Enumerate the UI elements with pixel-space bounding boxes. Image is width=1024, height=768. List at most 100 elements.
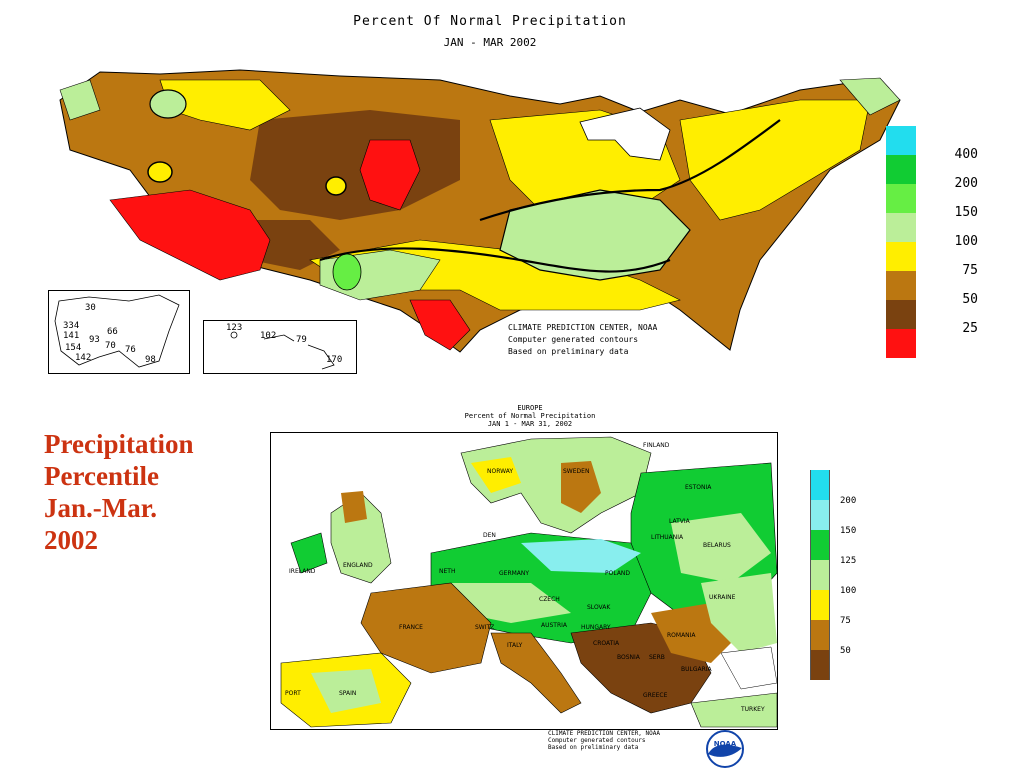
us-legend-swatch [886,242,916,271]
country-label: SERB [649,654,665,661]
eu-legend-swatch [810,470,830,500]
alaska-value: 334 [63,321,80,331]
alaska-value: 141 [63,331,80,341]
country-label: ENGLAND [343,562,373,569]
credit-line: Computer generated contours [548,737,646,744]
country-label: AUSTRIA [541,622,568,629]
us-normal-contour-2 [319,247,671,273]
country-label: HUNGARY [581,624,611,631]
headline-line: Jan.-Mar. [44,493,157,523]
europe-title-line: Percent of Normal Precipitation [464,412,596,420]
us-legend-label: 25 [962,321,978,336]
country-label: CROATIA [593,640,620,647]
us-legend-label: 400 [954,147,978,162]
us-region-red-southwest [109,189,271,281]
country-label: SLOVAK [587,604,611,611]
country-label: IRELAND [289,568,316,575]
eu-region-ireland [290,532,328,574]
alaska-value: 142 [75,353,92,363]
alaska-value: 30 [85,303,96,313]
country-label: BELARUS [703,542,731,549]
country-label: SWITZ [475,624,494,631]
us-map-title: Percent Of Normal Precipitation [353,14,627,29]
us-legend-label: 150 [954,205,978,220]
us-legend-swatch [886,300,916,329]
europe-title-line: JAN 1 - MAR 31, 2002 [487,420,573,428]
credit-line: Computer generated contours [508,335,639,344]
country-label: ESTONIA [685,484,712,491]
us-region-lightgreen-northeast [839,77,901,116]
us-map-credit: CLIMATE PREDICTION CENTER, NOAA Computer… [508,322,657,358]
country-label: SWEDEN [563,468,589,475]
us-region-red-central [359,139,421,211]
eu-region-scotland-brown [341,491,367,523]
alaska-value: 98 [145,355,156,365]
eu-legend-swatch [810,650,830,680]
hawaii-value: 79 [296,335,307,345]
country-label: FRANCE [399,624,423,631]
europe-map-credit: CLIMATE PREDICTION CENTER, NOAA Computer… [548,730,660,751]
eu-legend-label: 125 [840,556,857,566]
us-legend-label: 100 [954,234,978,249]
country-label: PORT [285,690,301,697]
us-region-lightgreen-spot-2 [147,161,173,183]
us-region-yellow-east [679,99,871,221]
us-region-lightgreen-northwest [59,79,101,121]
country-label: GREECE [643,692,668,699]
us-legend-label: 200 [954,176,978,191]
alaska-inset: 30 334 141 66 93 154 70 76 142 98 [48,290,190,374]
us-legend-swatch [886,271,916,300]
country-label: NORWAY [487,468,513,475]
noaa-logo: NOAA [706,730,744,768]
country-label: GERMANY [499,570,529,577]
country-label: FINLAND [643,442,670,449]
europe-precipitation-map: FINLAND NORWAY SWEDEN ESTONIA LATVIA LIT… [270,432,778,730]
us-legend-swatch [886,126,916,155]
credit-line: Based on preliminary data [508,347,629,356]
us-region-lightgreen-spot [149,89,187,119]
noaa-logo-text: NOAA [714,740,737,748]
country-label: POLAND [605,570,630,577]
credit-line: CLIMATE PREDICTION CENTER, NOAA [508,323,658,332]
slide-headline: Precipitation Percentile Jan.-Mar. 2002 [44,428,264,556]
us-region-lightgreen-ohio [499,189,691,281]
eu-legend-label: 100 [840,586,857,596]
country-label: NETH [439,568,455,575]
us-legend-swatch [886,184,916,213]
us-normal-contour [479,119,781,222]
alaska-value: 93 [89,335,100,345]
us-legend-swatch [886,213,916,242]
us-legend-label: 50 [962,292,978,307]
hawaii-value: 170 [326,355,343,365]
alaska-value: 66 [107,327,118,337]
hawaii-inset: 123 102 79 170 [203,320,357,374]
alaska-outline [54,294,180,368]
alaska-value: 154 [65,343,82,353]
europe-title-line: EUROPE [517,404,543,412]
alaska-value: 70 [105,341,116,351]
us-region-red-texas [409,299,471,351]
country-label: CZECH [539,596,560,603]
eu-region-cyan [521,539,641,573]
us-legend-label: 75 [962,263,978,278]
country-label: BOSNIA [617,654,641,661]
eu-legend-swatch [810,560,830,590]
country-label: BULGARIA [681,666,713,673]
eu-legend-label: 150 [840,526,857,536]
eu-legend-swatch [810,620,830,650]
country-label: LITHUANIA [651,534,684,541]
us-legend-swatch [886,155,916,184]
headline-line: Precipitation [44,429,194,459]
credit-line: CLIMATE PREDICTION CENTER, NOAA [548,730,660,737]
eu-region-france [360,582,492,674]
eu-legend-label: 75 [840,616,851,626]
us-precipitation-map [59,69,901,353]
eu-legend-label: 200 [840,496,857,506]
eu-region-black-sea [720,646,777,690]
country-label: UKRAINE [709,594,736,601]
eu-region-italy [490,632,582,714]
eu-legend-swatch [810,500,830,530]
credit-line: Based on preliminary data [548,744,639,751]
eu-legend-label: 50 [840,646,851,656]
great-lakes [579,107,671,161]
